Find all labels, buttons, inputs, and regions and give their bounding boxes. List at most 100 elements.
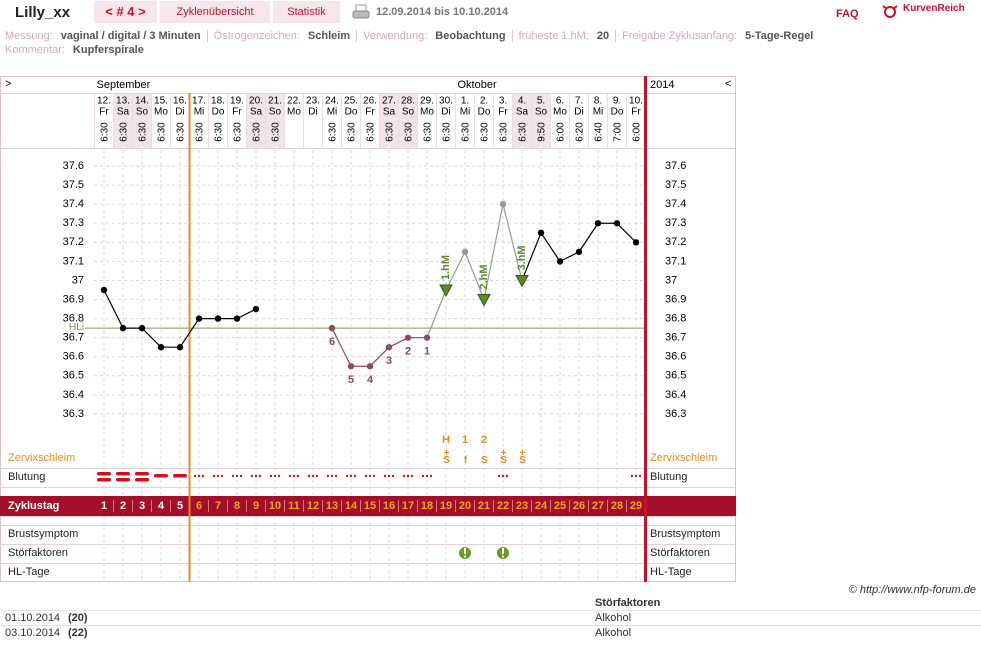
temperature-point (214, 315, 222, 322)
cycle-nav[interactable]: < # 4 > (94, 1, 157, 23)
temperature-marker (515, 274, 529, 288)
temperature-point (195, 315, 203, 322)
day-number: 4. (518, 96, 526, 107)
day-number: 25. (344, 96, 358, 107)
y-tick-label-right: 36.4 (665, 389, 686, 401)
day-number: 13. (116, 96, 130, 107)
hm-label: 2.hM (478, 264, 490, 289)
spotting-dot (630, 474, 634, 478)
y-tick-label: 37.6 (63, 160, 84, 172)
measure-time: 6:30 (347, 122, 358, 142)
spotting-dot (201, 474, 205, 478)
row-label: Störfaktoren (8, 547, 68, 559)
spotting-dot (368, 474, 372, 478)
spotting-dot (197, 474, 201, 478)
temperature-point (176, 344, 184, 351)
comment-line: Kommentar: Kupferspirale (5, 44, 144, 56)
measure-time: 7:00 (613, 122, 624, 142)
weekday: So (136, 107, 149, 118)
cycle-day: 2 (120, 500, 126, 512)
spotting-dot (402, 474, 406, 478)
spotting-dot (349, 474, 353, 478)
y-tick-label-right: 37.3 (665, 217, 686, 229)
spotting-dot (330, 474, 334, 478)
spotting-dot (425, 474, 429, 478)
copyright: © http://www.nfp-forum.de (848, 584, 976, 596)
weekday: Mo (287, 107, 301, 118)
row-label-right: Störfaktoren (650, 547, 710, 559)
tab[interactable]: Zyklenübersicht (160, 1, 270, 23)
spotting-dot (288, 474, 292, 478)
temperature-point (385, 344, 393, 351)
temperature-marker (477, 294, 491, 307)
spotting-dot (254, 474, 258, 478)
info-label: Verwendung: (363, 30, 428, 42)
cycle-day: 11 (288, 500, 300, 512)
faq-link[interactable]: FAQ (836, 8, 859, 20)
spotting-dot (296, 474, 300, 478)
mucus-symbol: f (460, 455, 471, 462)
day-number: 16. (173, 96, 187, 107)
temperature-segment (445, 251, 466, 291)
measure-time: 6:30 (119, 122, 130, 142)
weekend-shade (398, 93, 418, 148)
weekday: Sa (516, 107, 529, 118)
hm-label: 3.hM (516, 245, 528, 270)
cycle-day: 6 (196, 500, 202, 512)
mucus-peak: 2 (481, 434, 487, 446)
measure-time: 6:00 (556, 122, 567, 142)
temperature-point (233, 315, 241, 322)
tab[interactable]: Statistik (273, 1, 340, 23)
bleeding-mark (135, 472, 149, 476)
spotting-dot (250, 474, 254, 478)
y-tick-label: 37.5 (63, 179, 84, 191)
weekday: Fr (631, 107, 641, 118)
month-label: Oktober (458, 79, 497, 91)
row-label: Zyklustag (8, 500, 59, 512)
info-line: Messung: vaginal / digital / 3 Minuten Öst… (5, 30, 825, 42)
cycle-day: 15 (364, 500, 376, 512)
temperature-point (404, 334, 412, 341)
temperature-point (556, 258, 564, 265)
table-cell: Alkohol (595, 612, 632, 624)
row-label-right: Zervixschleim (650, 452, 717, 464)
weekend-shade (132, 93, 152, 148)
weekday: Do (611, 107, 624, 118)
measure-time: 6:30 (176, 122, 187, 142)
y-tick-label-right: 36.3 (665, 408, 686, 420)
cycle-day-band (0, 496, 736, 516)
cycle-day: 16 (383, 500, 395, 512)
brand[interactable]: KurvenReich (903, 3, 965, 14)
brand-icon (882, 5, 898, 18)
day-number: 6. (556, 96, 564, 107)
nav-left: > (5, 78, 11, 90)
table-cell: (20) (68, 612, 88, 624)
day-number: 24. (325, 96, 339, 107)
spotting-dot (410, 474, 414, 478)
spotting-dot (315, 474, 319, 478)
cycle-day: 4 (158, 500, 165, 512)
y-tick-label-right: 36.9 (665, 293, 686, 305)
weekday: Do (212, 107, 225, 118)
row-label-right: HL-Tage (650, 566, 692, 578)
cycle-day: 25 (554, 500, 566, 512)
day-number: 3. (499, 96, 507, 107)
spotting-dot (235, 474, 239, 478)
day-number: 18. (211, 96, 225, 107)
spotting-dot (505, 474, 509, 478)
disturbance-icon-mark (502, 555, 504, 558)
y-tick-label-right: 37.5 (665, 179, 686, 191)
spotting-dot (216, 474, 220, 478)
y-tick-label: 37.1 (63, 255, 84, 267)
temperature-segment (483, 204, 504, 300)
weekday: So (535, 107, 548, 118)
cycle-day: 9 (253, 500, 259, 512)
info-value: Schleim (307, 30, 351, 42)
spotting-dot (634, 474, 638, 478)
print-icon[interactable] (352, 3, 372, 23)
temperature-segment (502, 204, 523, 281)
day-number: 5. (537, 96, 545, 107)
weekday: Mi (593, 107, 604, 118)
weekend-shade (265, 93, 285, 148)
